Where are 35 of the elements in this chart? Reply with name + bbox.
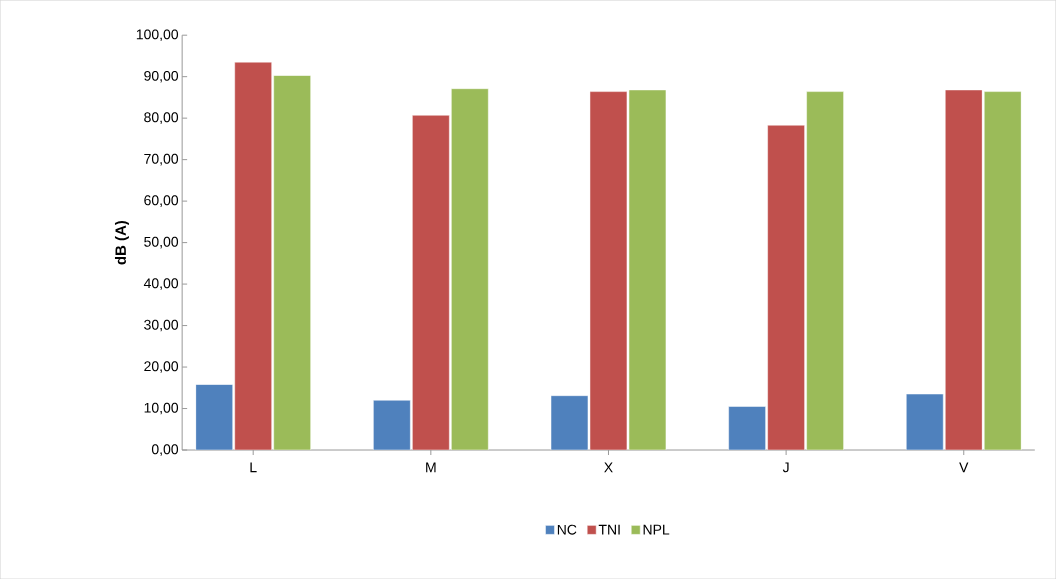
y-tick-label: 10,00 — [144, 402, 179, 415]
bar — [589, 91, 628, 450]
bar — [945, 89, 983, 450]
bar — [550, 395, 589, 450]
x-tick-label: J — [782, 462, 789, 473]
bar — [628, 89, 667, 450]
bar — [234, 61, 272, 450]
x-tick-label: X — [604, 462, 613, 473]
x-tick-label: V — [959, 462, 969, 473]
y-tick-label: 70,00 — [144, 153, 179, 166]
y-tick-label: 90,00 — [144, 70, 179, 83]
y-tick-label: 0,00 — [151, 444, 179, 456]
bar — [373, 399, 411, 450]
bar — [273, 75, 311, 450]
bar — [983, 91, 1022, 450]
legend-label: NPL — [643, 524, 670, 535]
y-axis-title: dB (A) — [114, 220, 129, 265]
y-tick-label: 50,00 — [144, 236, 179, 249]
y-tick-label: 20,00 — [144, 361, 179, 373]
bar — [728, 406, 766, 450]
legend-label: NC — [557, 524, 577, 535]
y-tick-label: 40,00 — [143, 278, 179, 290]
bar — [906, 393, 944, 450]
y-tick-label: 30,00 — [144, 319, 179, 332]
x-tick-label: L — [250, 462, 257, 473]
bar — [767, 124, 805, 450]
bar — [806, 91, 844, 450]
x-tick-label: M — [426, 462, 436, 473]
y-tick-label: 60,00 — [144, 195, 179, 207]
bar — [195, 384, 233, 450]
y-tick-label: 80,00 — [144, 112, 179, 124]
legend-label: TNI — [598, 524, 620, 535]
bar — [451, 88, 489, 450]
bar — [412, 114, 450, 450]
y-tick-label: 100,00 — [136, 29, 179, 41]
